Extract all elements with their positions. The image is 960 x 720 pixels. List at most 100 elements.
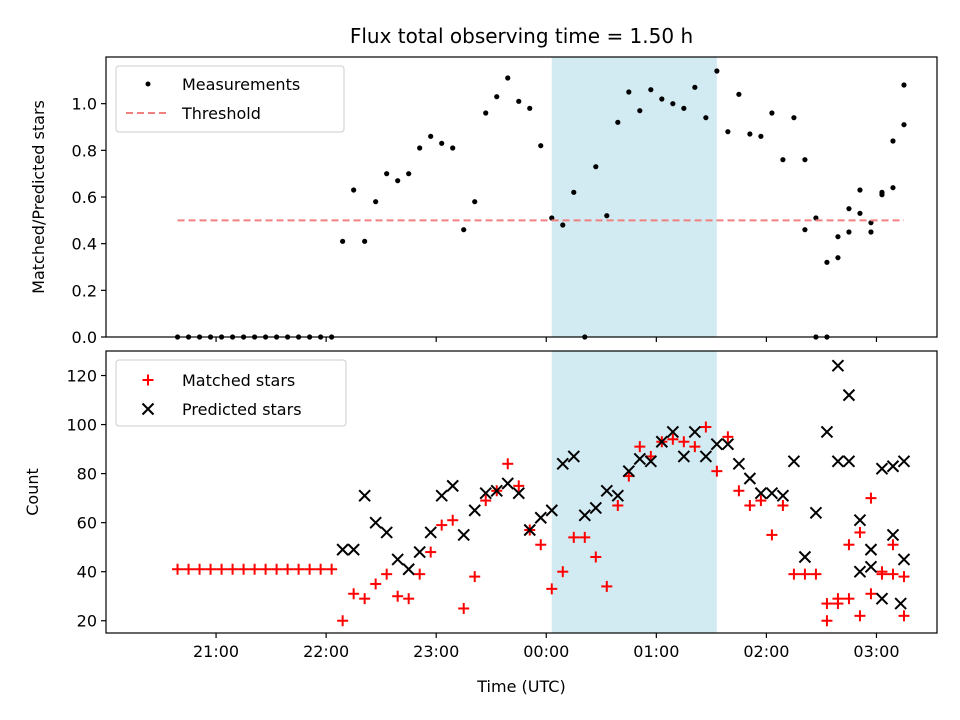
matched-star-point: [832, 598, 844, 610]
predicted-star-point: [512, 487, 525, 500]
predicted-star-point: [743, 472, 757, 485]
bottom-y-axis-label: Count: [23, 468, 42, 516]
x-tick-label: 03:00: [853, 642, 899, 661]
measurement-point: [725, 129, 731, 135]
measurement-point: [637, 108, 643, 114]
legend-measurements-marker: [145, 81, 151, 87]
bottom-legend-box: [115, 359, 347, 427]
matched-star-point: [810, 568, 822, 580]
measurement-point: [846, 229, 852, 235]
measurement-point: [868, 229, 874, 235]
top-data-marks: [174, 68, 907, 340]
legend-matched-label: Matched stars: [182, 371, 295, 390]
measurement-point: [901, 82, 907, 88]
matched-star-point: [755, 495, 767, 507]
predicted-star-point: [688, 425, 702, 439]
matched-star-point: [348, 588, 360, 600]
predicted-star-point: [556, 457, 569, 471]
matched-star-point: [414, 568, 426, 580]
measurement-point: [384, 171, 390, 177]
measurement-point: [648, 87, 654, 93]
legend-measurements-label: Measurements: [182, 75, 300, 94]
predicted-star-point: [633, 452, 647, 466]
x-tick-label: 01:00: [633, 642, 679, 661]
measurement-point: [626, 89, 632, 95]
matched-star-point: [887, 539, 899, 551]
measurement-point: [670, 101, 676, 107]
matched-star-point: [535, 539, 547, 551]
measurement-point: [439, 140, 445, 146]
matched-star-point: [821, 598, 833, 610]
predicted-star-point: [776, 489, 790, 502]
measurement-point: [879, 192, 885, 198]
predicted-star-point: [897, 455, 911, 468]
top-axis-ticks: 0.0 0.2 0.4 0.6 0.8 1.0: [72, 95, 878, 347]
predicted-star-point: [886, 460, 900, 473]
matched-star-point: [381, 568, 393, 580]
predicted-star-point: [369, 516, 382, 529]
predicted-star-point: [831, 359, 845, 372]
measurement-point: [373, 199, 379, 205]
legend-matched-marker: [142, 374, 154, 386]
matched-star-point: [898, 610, 910, 622]
measurement-point: [505, 75, 511, 81]
matched-star-point: [227, 563, 239, 575]
top-highlight-band: [551, 57, 717, 337]
measurement-point: [549, 215, 555, 221]
measurement-point: [890, 185, 896, 191]
x-tick-label: 02:00: [743, 642, 789, 661]
predicted-star-point: [699, 450, 713, 463]
matched-star-point: [843, 539, 855, 551]
measurement-point: [868, 220, 874, 226]
measurement-point: [813, 215, 819, 221]
predicted-star-point: [875, 592, 889, 605]
matched-star-point: [887, 568, 899, 580]
measurement-point: [516, 98, 522, 104]
matched-star-point: [271, 563, 283, 575]
matched-star-point: [667, 433, 679, 445]
matched-star-point: [865, 492, 877, 504]
matched-star-point: [579, 531, 591, 543]
matched-star-point: [304, 563, 316, 575]
predicted-star-point: [853, 513, 867, 527]
top-plot-frame: [105, 56, 938, 338]
measurement-point: [351, 187, 357, 193]
predicted-star-point: [424, 526, 437, 539]
matched-star-point: [733, 485, 745, 497]
measurement-point: [857, 210, 863, 216]
predicted-star-point: [809, 506, 823, 520]
predicted-star-point: [886, 528, 900, 542]
bottom-axis-ticks: 20 40 60 80 100 120 21:00 22:00 23:00 00:00 01:00 0…: [66, 367, 899, 661]
predicted-star-point: [523, 523, 536, 537]
measurement-point: [527, 105, 533, 111]
predicted-star-point: [721, 437, 735, 451]
measurement-point: [494, 94, 500, 100]
predicted-star-point: [864, 543, 878, 556]
measurement-point: [703, 115, 709, 121]
measurement-point: [802, 227, 808, 233]
matched-star-point: [513, 480, 525, 492]
measurement-point: [538, 143, 544, 149]
predicted-star-point: [578, 509, 591, 522]
predicted-star-point: [897, 553, 911, 566]
measurement-point: [758, 133, 764, 139]
matched-star-point: [337, 615, 349, 627]
y-tick-label: 100: [66, 416, 97, 435]
predicted-star-point: [501, 477, 514, 490]
bottom-highlight-band: [551, 351, 717, 633]
predicted-star-point: [545, 504, 558, 517]
y-tick-label: 80: [77, 465, 97, 484]
matched-star-point: [854, 610, 866, 622]
measurement-point: [857, 187, 863, 193]
measurement-point: [450, 145, 456, 151]
predicted-star-point: [622, 464, 636, 478]
matched-star-point: [326, 563, 338, 575]
matched-star-point: [744, 499, 756, 511]
measurement-point: [890, 138, 896, 144]
matched-star-point: [821, 615, 833, 627]
bottom-legend: Matched stars Predicted stars: [115, 359, 347, 427]
predicted-star-point: [765, 487, 779, 500]
matched-star-point: [183, 563, 195, 575]
measurement-point: [681, 105, 687, 111]
